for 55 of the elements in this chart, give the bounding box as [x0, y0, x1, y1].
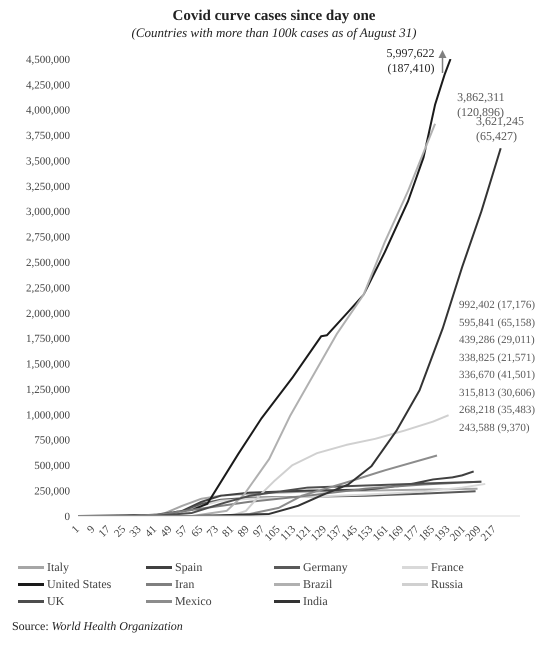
y-tick-label: 2,750,000 [26, 232, 70, 244]
y-tick-label: 3,750,000 [26, 130, 70, 142]
legend-label: France [431, 560, 464, 575]
legend-label: Brazil [303, 577, 332, 592]
y-tick-label: 0 [64, 510, 70, 523]
legend-label: Italy [47, 560, 69, 575]
legend-label: India [303, 594, 328, 609]
source-note: Source: World Health Organization [11, 619, 184, 634]
annotation: 992,402 (17,176) [459, 298, 536, 313]
y-tick-label: 250,000 [34, 486, 70, 498]
y-tick-label: 4,000,000 [26, 104, 70, 117]
legend-label: Spain [175, 560, 202, 575]
x-tick-label: 41 [142, 523, 160, 540]
annotation: 5,997,622 (187,410) [386, 46, 435, 75]
legend-label: UK [47, 594, 64, 609]
y-tick-label: 3,500,000 [26, 155, 70, 168]
legend-label: Germany [303, 560, 348, 575]
x-tick-label: 1 [70, 523, 82, 536]
annotation: 595,841 (65,158) [459, 316, 536, 330]
annotation: 338,825 (21,571) [459, 350, 536, 366]
x-tick-label: 73 [204, 523, 222, 540]
y-tick-label: 2,500,000 [26, 257, 70, 270]
y-tick-label: 1,500,000 [26, 358, 70, 371]
x-tick-label: 81 [220, 523, 236, 540]
y-tick-label: 3,000,000 [26, 206, 70, 218]
x-tick-label: 65 [189, 523, 206, 540]
y-tick-label: 1,250,000 [26, 384, 70, 396]
chart-subtitle: (Countries with more than 100k cases as of August 31) [130, 25, 418, 41]
y-tick-label: 1,750,000 [26, 333, 70, 346]
x-tick-label: 57 [174, 523, 190, 540]
annotation: 315,813 (30,606) [459, 386, 536, 400]
x-tick-label: 89 [236, 523, 252, 540]
legend-label: Russia [431, 577, 464, 592]
x-tick-label: 17 [96, 523, 114, 540]
annotation: 439,286 (29,011) [459, 333, 536, 348]
x-tick-label: 33 [127, 523, 144, 540]
legend-label: Mexico [175, 594, 212, 609]
x-tick-label: 49 [158, 523, 175, 540]
annotation: 336,670 (41,501) [459, 368, 536, 383]
y-tick-label: 3,250,000 [26, 180, 70, 193]
y-tick-label: 500,000 [34, 460, 70, 472]
y-tick-label: 4,500,000 [26, 54, 70, 66]
x-tick-label: 25 [112, 523, 129, 540]
y-tick-label: 2,250,000 [26, 282, 70, 294]
x-tick-label: 217 [478, 523, 500, 544]
y-tick-label: 4,250,000 [26, 79, 70, 92]
y-tick-label: 1,000,000 [26, 409, 70, 422]
legend-label: Iran [175, 577, 194, 592]
y-tick-label: 2,000,000 [26, 308, 70, 320]
annotation: 243,588 (9,370) [459, 420, 531, 436]
annotation: 268,218 (35,483) [459, 403, 536, 418]
legend-label: United States [47, 577, 112, 592]
chart-title: Covid curve cases since day one [172, 8, 376, 25]
x-tick-label: 9 [84, 523, 98, 536]
y-tick-label: 750,000 [34, 434, 70, 447]
